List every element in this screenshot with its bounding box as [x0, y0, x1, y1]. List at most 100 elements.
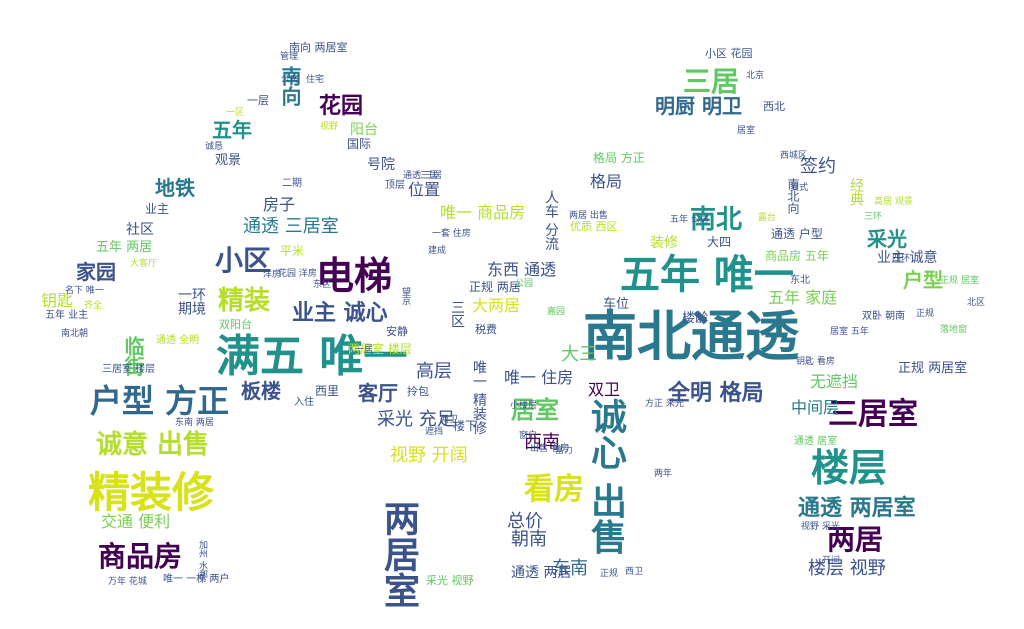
cloud-word: 居室	[511, 396, 559, 424]
cloud-word: 视野	[320, 122, 339, 132]
cloud-word: 业主 诚意	[877, 250, 938, 266]
cloud-word: 富力	[555, 446, 574, 456]
cloud-word: 三环	[864, 212, 883, 222]
cloud-word: 正规 居室	[940, 276, 979, 286]
cloud-word: 三区	[449, 300, 465, 328]
cloud-word: 唯一 一梯 两户	[163, 574, 230, 585]
cloud-word: 南北向	[786, 178, 800, 214]
cloud-word: 南北通透	[583, 305, 799, 368]
cloud-word: 五年 唯一	[620, 252, 794, 298]
cloud-word: 出售 看房	[530, 444, 569, 454]
cloud-word: 总价	[507, 511, 543, 532]
cloud-word: 两居	[827, 523, 884, 556]
cloud-word: 优质 西区	[570, 220, 618, 233]
cloud-word: 唯一 住房	[504, 368, 574, 387]
cloud-word: 阳台	[350, 122, 378, 138]
cloud-word: 格局 方正	[593, 151, 645, 165]
cloud-word: 正规	[916, 309, 935, 319]
cloud-word: 拎包	[407, 385, 429, 398]
cloud-word: 环境	[190, 287, 206, 315]
cloud-word: 通透 居室	[794, 436, 838, 447]
cloud-word: 落地窗	[940, 325, 968, 335]
cloud-word: 客厅	[358, 381, 398, 405]
cloud-word: 东南	[552, 558, 588, 579]
cloud-word: 复式	[790, 183, 809, 193]
cloud-word: 高居 观景	[874, 197, 913, 207]
cloud-word: 家园	[76, 260, 116, 284]
cloud-word: 东区	[313, 280, 332, 290]
cloud-word: 观景	[215, 153, 242, 168]
cloud-word: 通透 户型	[771, 227, 823, 241]
cloud-word: 两卫	[440, 415, 459, 425]
cloud-word: 花园 洋房	[278, 269, 317, 279]
cloud-word: 板楼	[241, 379, 281, 403]
cloud-word: 临街	[121, 336, 145, 376]
cloud-word: 洋房	[263, 270, 282, 280]
cloud-word: 望京	[400, 287, 410, 305]
cloud-word: 两年	[654, 469, 673, 479]
cloud-word: 三居室	[828, 397, 918, 432]
cloud-word: 小楼层	[510, 401, 538, 411]
cloud-word: 五年 业主	[45, 310, 89, 321]
cloud-word: 南北	[690, 205, 743, 235]
cloud-word: 两居 出售	[569, 211, 608, 221]
cloud-word: 朝南	[511, 529, 547, 550]
cloud-word: 高层	[416, 361, 452, 382]
cloud-word: 顶层	[385, 180, 405, 191]
cloud-word: 开间	[822, 556, 841, 566]
cloud-word: 两居室	[378, 500, 419, 608]
cloud-word: 明厨 明卫	[655, 94, 742, 118]
cloud-word: 五年 两居	[96, 240, 153, 255]
cloud-word: 诚心 出售	[585, 398, 626, 555]
cloud-word: 通透 两居室	[798, 496, 916, 521]
cloud-word: 采光 充足	[377, 409, 455, 430]
cloud-word: 经典	[848, 178, 864, 206]
cloud-word: 遮挡	[425, 427, 444, 437]
cloud-word: 唯一 精装修	[471, 360, 487, 435]
cloud-word: 看房	[524, 472, 584, 507]
cloud-word: 一层	[247, 94, 269, 107]
cloud-word: 商品房	[98, 540, 183, 573]
cloud-word: 一套 住房	[432, 229, 471, 239]
cloud-word: 南向 两居室	[289, 41, 348, 54]
cloud-word: 五年 家庭	[768, 288, 838, 307]
cloud-word: 管理	[280, 52, 299, 62]
cloud-word: 居室 五年	[830, 327, 869, 337]
cloud-word: 住宅	[306, 75, 325, 85]
cloud-word: 四环	[892, 254, 911, 264]
cloud-word: 社区	[126, 222, 154, 238]
cloud-word: 建成	[428, 246, 447, 256]
cloud-word: 西南	[524, 432, 560, 453]
cloud-word: 户型	[903, 268, 943, 292]
cloud-word: 北区	[967, 298, 986, 308]
cloud-word: 双卫	[588, 380, 621, 399]
cloud-word: 唯一 商品房	[440, 203, 526, 222]
cloud-word: 正规 两居	[469, 280, 521, 294]
cloud-word: 楼层 视野	[808, 558, 886, 579]
cloud-word: 地铁	[155, 176, 195, 200]
cloud-word: 钥匙 看房	[796, 357, 835, 367]
cloud-word: 装修	[650, 235, 678, 251]
cloud-word: 诚恳	[205, 142, 224, 152]
cloud-word: 一期	[176, 287, 192, 315]
cloud-word: 西北	[763, 100, 785, 113]
cloud-word: 露台	[758, 213, 777, 223]
cloud-word: 签约	[800, 156, 836, 177]
cloud-word: 视野 开阔	[390, 445, 468, 466]
cloud-word: 国际	[347, 137, 372, 151]
cloud-word: 采光 视野	[426, 574, 474, 587]
cloud-word: 平米	[280, 244, 305, 258]
cloud-word: 两居室 楼层	[348, 342, 412, 356]
cloud-word: 公房	[281, 75, 300, 85]
cloud-word: 三居室 楼层	[102, 364, 156, 375]
cloud-word: 税费	[475, 323, 497, 336]
cloud-word: 诚意 出售	[96, 430, 210, 460]
cloud-word: 位置	[408, 180, 441, 199]
cloud-word: 车位	[603, 297, 630, 312]
cloud-word: 大四	[707, 235, 732, 249]
cloud-word: 交通 便利	[101, 512, 171, 531]
cloud-word: 西卫	[625, 567, 644, 577]
cloud-word: 花园	[319, 94, 364, 119]
cloud-word: 公园	[515, 279, 534, 289]
cloud-word: 东北	[790, 275, 810, 286]
